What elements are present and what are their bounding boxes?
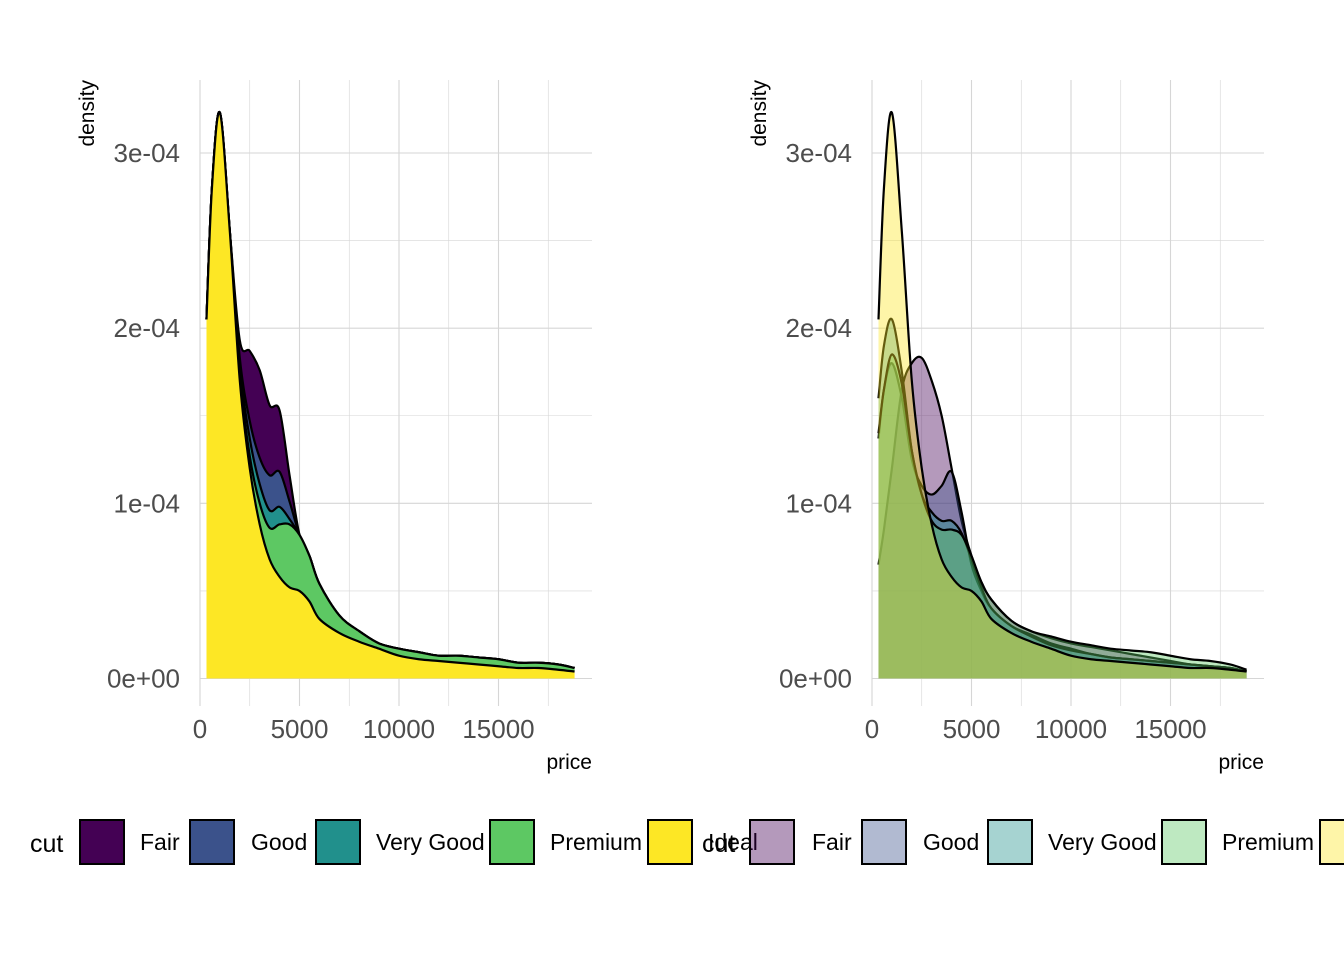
y-tick-label: 3e-04 bbox=[786, 138, 853, 168]
legend-label-very-good: Very Good bbox=[1048, 829, 1157, 855]
legend-key-good bbox=[189, 819, 235, 865]
legend-key-ideal bbox=[1319, 819, 1344, 865]
density-outline-premium bbox=[877, 353, 1247, 671]
x-tick-label: 15000 bbox=[462, 714, 534, 744]
legend-key-premium bbox=[489, 819, 535, 865]
legend-key-very-good bbox=[987, 819, 1033, 865]
y-axis-title: density bbox=[76, 80, 99, 147]
legend-label-premium: Premium bbox=[550, 829, 642, 855]
legend-key-good bbox=[861, 819, 907, 865]
density-area-fair bbox=[878, 356, 1247, 679]
y-tick-label: 2e-04 bbox=[786, 313, 853, 343]
y-tick-label: 0e+00 bbox=[779, 664, 852, 694]
y-tick-label: 0e+00 bbox=[107, 664, 180, 694]
x-tick-label: 10000 bbox=[1035, 714, 1107, 744]
legend-label-fair: Fair bbox=[812, 829, 852, 855]
legend-key-ideal bbox=[647, 819, 693, 865]
y-axis-title: density bbox=[748, 80, 771, 147]
legend-label-fair: Fair bbox=[140, 829, 180, 855]
legend-left: cut Fair Good Very Good Premium Ideal bbox=[30, 819, 758, 865]
x-tick-label: 5000 bbox=[943, 714, 1001, 744]
density-area-ideal bbox=[206, 111, 575, 679]
density-area-very-good bbox=[878, 318, 1247, 679]
density-area-ideal bbox=[878, 111, 1247, 679]
y-tick-label: 1e-04 bbox=[786, 488, 853, 518]
legend-label-very-good: Very Good bbox=[376, 829, 485, 855]
y-tick-label: 2e-04 bbox=[114, 313, 181, 343]
density-area-premium bbox=[878, 354, 1247, 679]
x-tick-label: 0 bbox=[193, 714, 207, 744]
legend-label-good: Good bbox=[251, 829, 307, 855]
x-tick-label: 5000 bbox=[271, 714, 329, 744]
legend-label-good: Good bbox=[923, 829, 979, 855]
y-tick-label: 1e-04 bbox=[114, 488, 181, 518]
x-tick-label: 15000 bbox=[1134, 714, 1206, 744]
x-axis-title: price bbox=[546, 751, 592, 774]
density-area-good bbox=[878, 363, 1247, 679]
density-outline-ideal bbox=[877, 111, 1247, 673]
legend-key-fair bbox=[79, 819, 125, 865]
x-tick-label: 10000 bbox=[363, 714, 435, 744]
y-tick-label: 3e-04 bbox=[114, 138, 181, 168]
x-axis-title: price bbox=[1218, 751, 1264, 774]
legend-title: cut bbox=[30, 830, 63, 858]
overlapping-density-panel: 0 5000 10000 15000 0e+00 1e-04 2e-04 3e-04 price… bbox=[748, 80, 1264, 774]
density-outline-ideal bbox=[205, 111, 575, 673]
stacked-density-panel: 0 5000 10000 15000 0e+00 1e-04 2e-04 3e-04 price… bbox=[76, 80, 592, 774]
legend-key-very-good bbox=[315, 819, 361, 865]
legend-key-fair bbox=[749, 819, 795, 865]
legend-title: cut bbox=[702, 830, 735, 858]
legend-key-premium bbox=[1161, 819, 1207, 865]
x-tick-label: 0 bbox=[865, 714, 879, 744]
legend-label-premium: Premium bbox=[1222, 829, 1314, 855]
